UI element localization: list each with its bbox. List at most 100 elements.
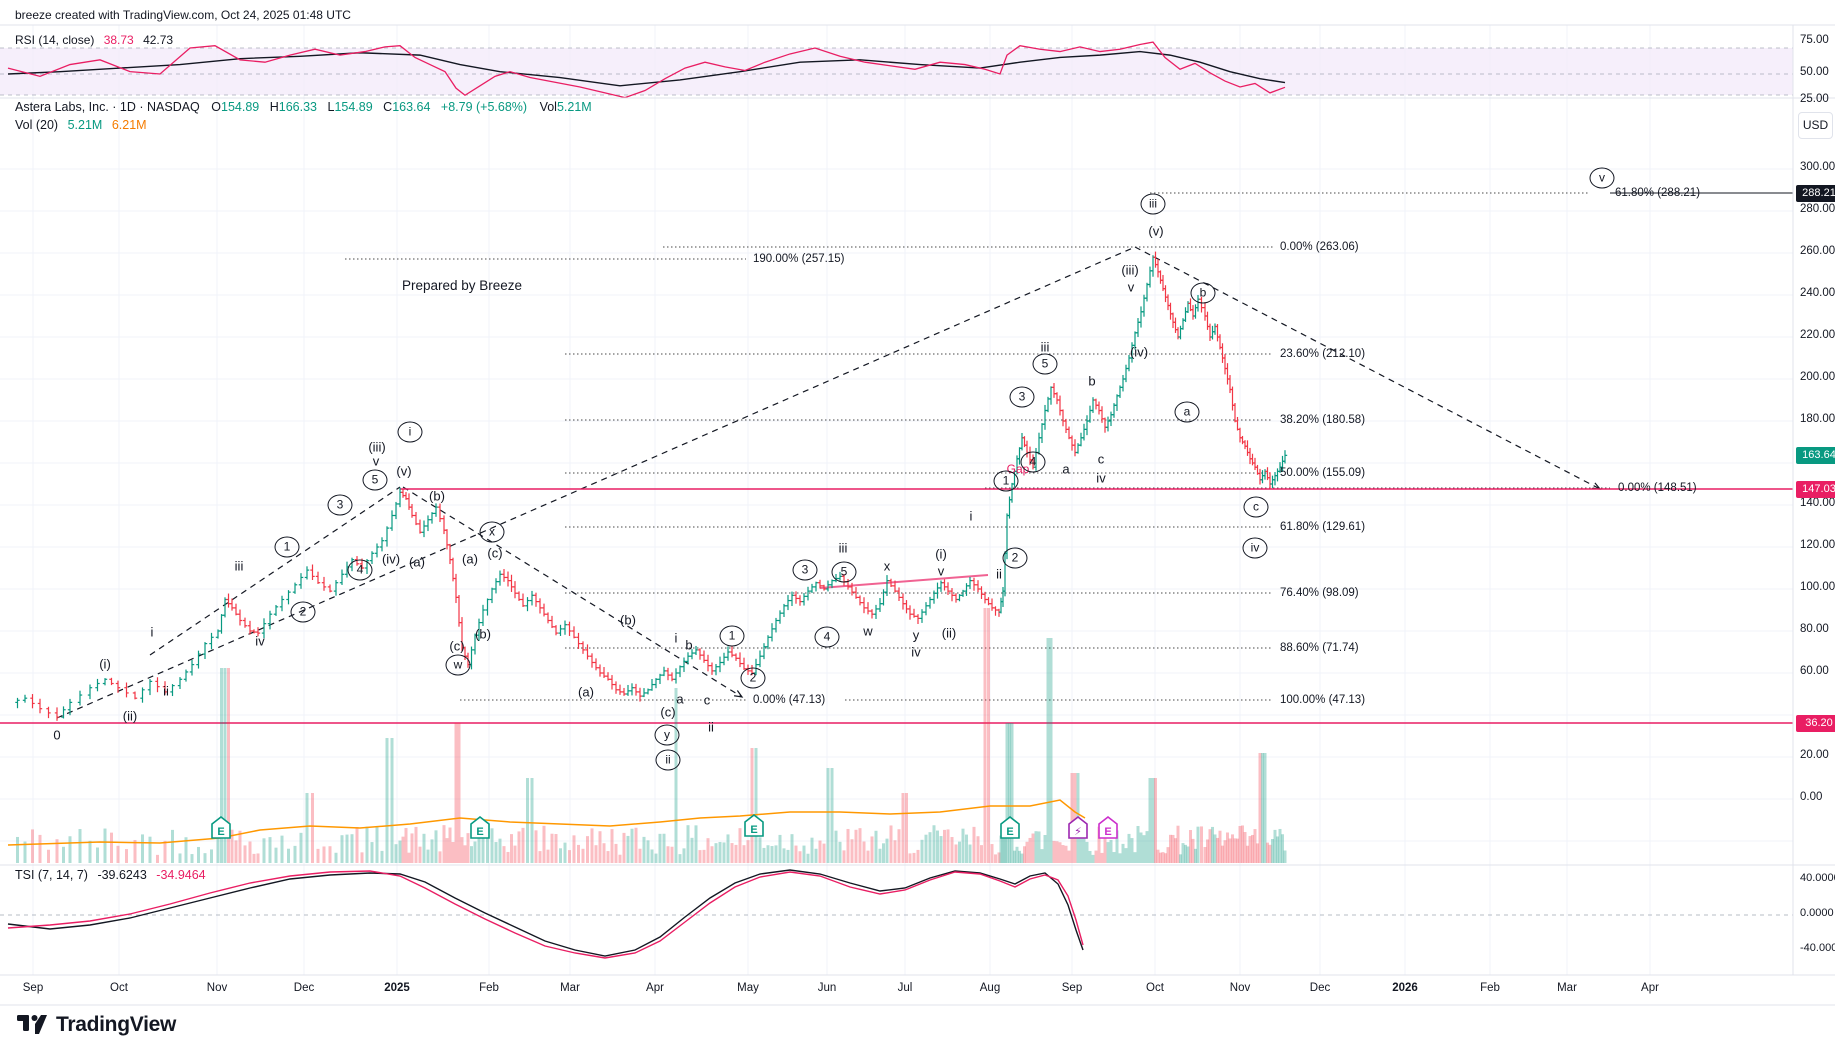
elliott-wave-label-circled[interactable]: x (479, 521, 505, 543)
rsi-indicator-legend[interactable]: RSI (14, close) 38.73 42.73 (15, 33, 173, 47)
elliott-wave-label[interactable]: 0 (53, 727, 61, 743)
elliott-wave-label[interactable]: (b) (620, 612, 636, 628)
fib-level-label[interactable]: 0.00% (148.51) (1618, 482, 1697, 494)
elliott-wave-label-circled[interactable]: 1 (993, 470, 1019, 492)
elliott-wave-label[interactable]: ii (163, 683, 169, 699)
elliott-wave-label[interactable]: iv (1096, 470, 1106, 486)
tsi-indicator-legend[interactable]: TSI (7, 14, 7) -39.6243 -34.9464 (15, 868, 206, 882)
elliott-wave-label[interactable]: iii (838, 540, 848, 556)
elliott-wave-label[interactable]: y (912, 627, 920, 643)
elliott-wave-label[interactable]: (iii) (368, 439, 386, 455)
fib-level-label[interactable]: 61.80% (129.61) (1280, 521, 1366, 533)
elliott-wave-label-circled[interactable]: iii (1140, 193, 1166, 215)
rsi-ma-line[interactable] (7, 50, 1286, 87)
time-axis-label[interactable]: Apr (1641, 982, 1659, 994)
elliott-wave-label[interactable]: w (863, 623, 873, 639)
fib-level-label[interactable]: 76.40% (98.09) (1280, 587, 1359, 599)
time-axis-label[interactable]: Jun (817, 982, 837, 994)
trendline-dashed[interactable] (56, 246, 1136, 719)
elliott-wave-label-circled[interactable]: 1 (719, 625, 745, 647)
price-axis-label[interactable]: 200.00 (1800, 371, 1835, 383)
elliott-wave-label[interactable]: c (1097, 451, 1105, 467)
tsi-signal-line[interactable] (7, 870, 1084, 959)
elliott-wave-label-circled[interactable]: v (1589, 167, 1615, 189)
price-axis-label[interactable]: 20.00 (1800, 749, 1829, 761)
elliott-wave-label-circled[interactable]: 3 (792, 559, 818, 581)
elliott-wave-label[interactable]: (b) (429, 488, 445, 504)
elliott-wave-label-circled[interactable]: 5 (831, 561, 857, 583)
time-axis-label[interactable]: Dec (293, 982, 315, 994)
fib-level-label[interactable]: 190.00% (257.15) (753, 253, 845, 265)
elliott-wave-label-circled[interactable]: a (1174, 401, 1200, 423)
fib-level-label[interactable]: 38.20% (180.58) (1280, 414, 1366, 426)
elliott-wave-label-circled[interactable]: 1 (274, 536, 300, 558)
time-axis-label[interactable]: Mar (560, 982, 580, 994)
price-axis-label[interactable]: 240.00 (1800, 287, 1835, 299)
elliott-wave-label[interactable]: (ii) (122, 708, 138, 724)
time-axis-label[interactable]: Jul (897, 982, 913, 994)
price-axis-label[interactable]: 80.00 (1800, 623, 1829, 635)
tradingview-branding[interactable]: TradingView (17, 1012, 176, 1038)
event-badge-earnings[interactable]: E (211, 815, 231, 839)
fib-level-label[interactable]: 61.80% (288.21) (1615, 187, 1701, 199)
event-badge-earnings[interactable]: E (1000, 815, 1020, 839)
elliott-wave-label[interactable]: ii (996, 566, 1002, 582)
elliott-wave-label-circled[interactable]: 2 (290, 601, 316, 623)
elliott-wave-label-circled[interactable]: y (654, 724, 680, 746)
elliott-wave-label[interactable]: (ii) (941, 625, 957, 641)
elliott-wave-label[interactable]: (v) (396, 463, 412, 479)
rsi-line[interactable] (7, 41, 1286, 99)
elliott-wave-label-circled[interactable]: iv (1242, 537, 1268, 559)
elliott-wave-label[interactable]: iii (1040, 339, 1050, 355)
time-axis-label[interactable]: Apr (646, 982, 664, 994)
time-axis-label[interactable]: Oct (1146, 982, 1164, 994)
elliott-wave-label[interactable]: (iv) (1129, 344, 1149, 360)
fib-level-label[interactable]: 0.00% (47.13) (753, 694, 826, 706)
elliott-wave-label-circled[interactable]: i (397, 421, 423, 443)
time-axis-label[interactable]: Dec (1309, 982, 1331, 994)
fib-level-label[interactable]: 0.00% (263.06) (1280, 241, 1359, 253)
time-axis-label[interactable]: Mar (1557, 982, 1577, 994)
elliott-wave-label[interactable]: i (150, 624, 154, 640)
currency-toggle-button[interactable]: USD (1798, 112, 1833, 139)
elliott-wave-label[interactable]: iv (911, 644, 921, 660)
fib-level-label[interactable]: 88.60% (71.74) (1280, 642, 1359, 654)
elliott-wave-label[interactable]: b (1088, 373, 1096, 389)
symbol-legend[interactable]: Astera Labs, Inc. · 1D · NASDAQ O154.89 … (15, 100, 592, 114)
elliott-wave-label[interactable]: (a) (578, 684, 594, 700)
volume-ma-legend[interactable]: Vol (20) 5.21M 6.21M (15, 118, 147, 132)
elliott-wave-label[interactable]: c (703, 692, 711, 708)
volume-ma-line[interactable] (7, 799, 1086, 846)
elliott-wave-label-circled[interactable]: w (445, 654, 471, 676)
time-axis-label[interactable]: 2026 (1392, 982, 1418, 994)
tsi-axis-label[interactable]: -40.0000 (1800, 942, 1835, 954)
elliott-wave-label-circled[interactable]: 5 (362, 469, 388, 491)
elliott-wave-label[interactable]: a (676, 691, 684, 707)
time-axis-label[interactable]: Sep (1061, 982, 1083, 994)
price-axis-label[interactable]: 220.00 (1800, 329, 1835, 341)
elliott-wave-label-circled[interactable]: 2 (1002, 547, 1028, 569)
time-axis-label[interactable]: May (737, 982, 759, 994)
price-axis-label[interactable]: 120.00 (1800, 539, 1835, 551)
elliott-wave-label-circled[interactable]: c (1243, 496, 1269, 518)
elliott-wave-label[interactable]: (iii) (1121, 262, 1139, 278)
elliott-wave-label-circled[interactable]: 4 (1020, 451, 1046, 473)
elliott-wave-label[interactable]: b (685, 637, 693, 653)
elliott-wave-label-circled[interactable]: 4 (347, 559, 373, 581)
event-badge-earnings[interactable]: E (470, 815, 490, 839)
rsi-axis-label[interactable]: 50.00 (1800, 66, 1829, 78)
elliott-wave-label[interactable]: v (372, 453, 380, 469)
elliott-wave-label-circled[interactable]: ii (655, 749, 681, 771)
elliott-wave-label-circled[interactable]: b (1190, 282, 1216, 304)
elliott-wave-label[interactable]: a (1062, 461, 1070, 477)
time-axis-label[interactable]: 2025 (384, 982, 410, 994)
fib-level-label[interactable]: 23.60% (212.10) (1280, 348, 1366, 360)
elliott-wave-label[interactable]: iv (255, 633, 265, 649)
price-axis-label[interactable]: 300.00 (1800, 161, 1835, 173)
elliott-wave-label-circled[interactable]: 2 (740, 667, 766, 689)
time-axis-label[interactable]: Feb (1480, 982, 1500, 994)
rsi-axis-label[interactable]: 25.00 (1800, 93, 1829, 105)
elliott-wave-label[interactable]: (i) (935, 546, 947, 562)
elliott-wave-label[interactable]: (iv) (381, 551, 401, 567)
